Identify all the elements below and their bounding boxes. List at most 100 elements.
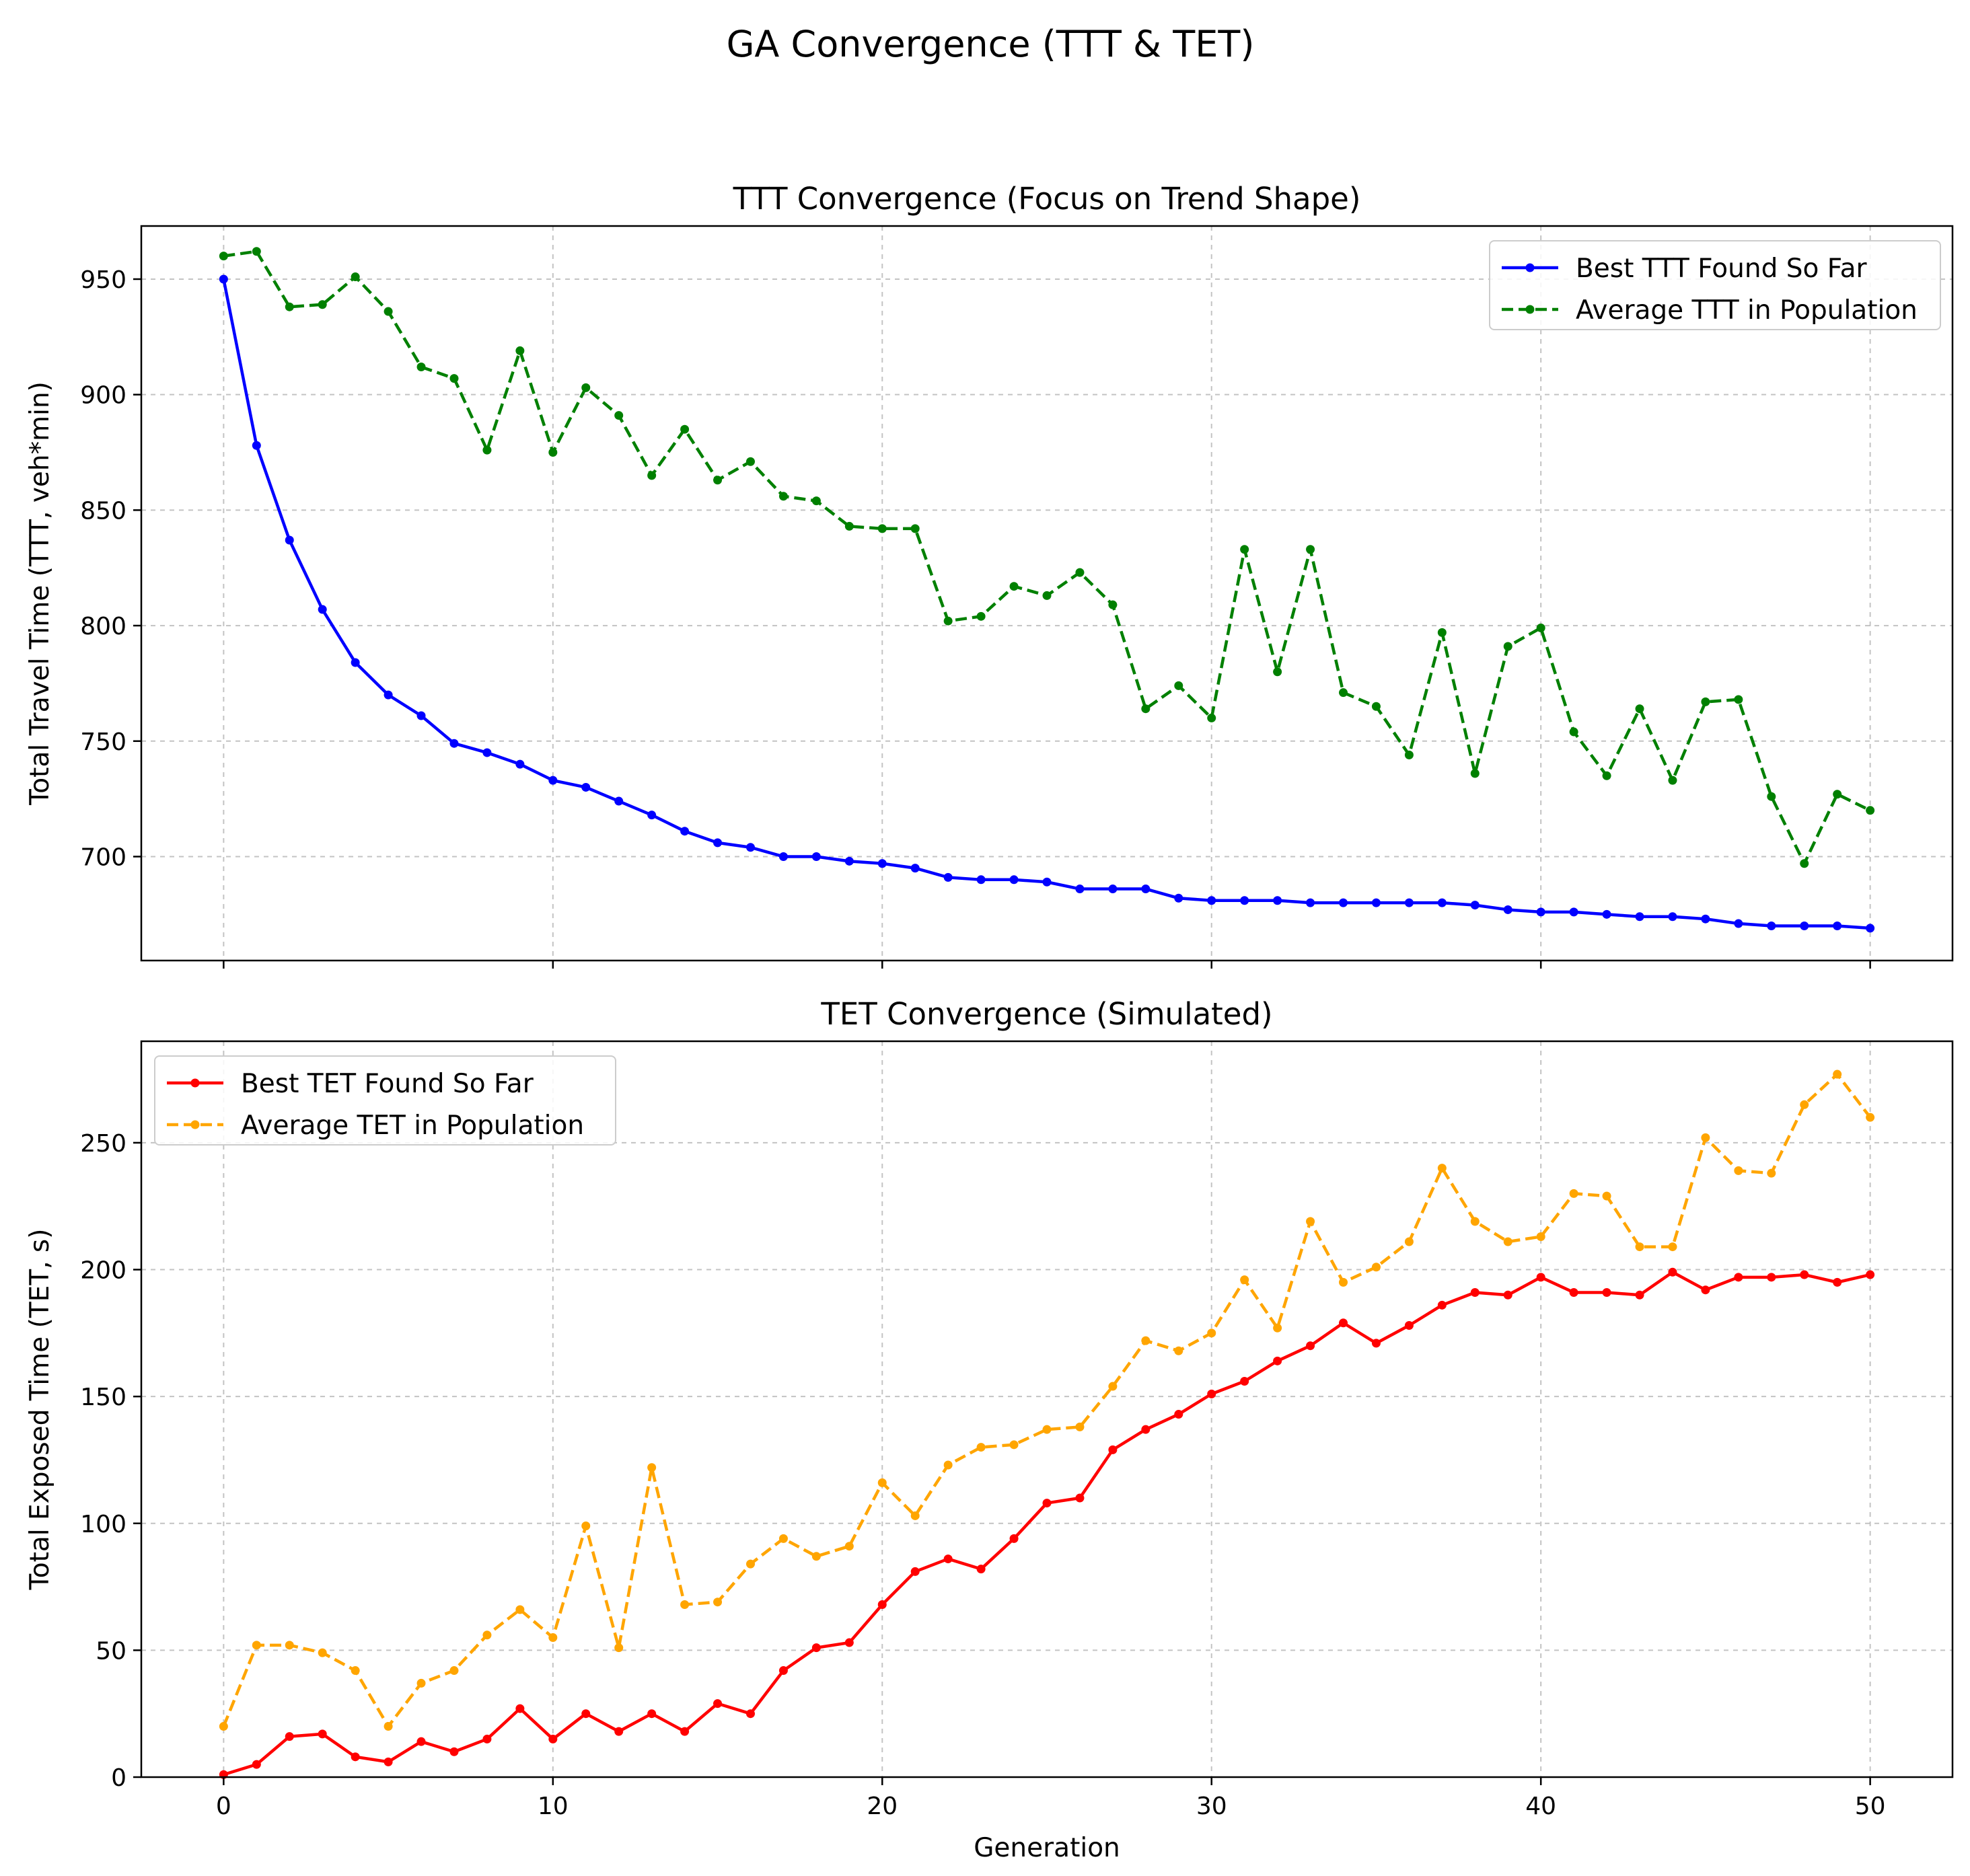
y-tick-label: 950 [80, 266, 126, 294]
data-point [449, 1747, 459, 1756]
data-point [1207, 1328, 1216, 1338]
data-point [1273, 1356, 1282, 1365]
data-point [482, 748, 492, 757]
data-point [1371, 898, 1381, 907]
data-point [1339, 898, 1348, 907]
data-point [1437, 1164, 1447, 1173]
data-point [548, 448, 558, 457]
data-point [515, 1704, 525, 1713]
data-point [548, 1633, 558, 1643]
data-point [1108, 1382, 1118, 1391]
data-point [1701, 914, 1710, 924]
data-point [1306, 1217, 1315, 1226]
data-point [482, 445, 492, 455]
data-point [1569, 1287, 1578, 1297]
data-point [1437, 628, 1447, 637]
data-point [811, 852, 821, 861]
data-point [1437, 898, 1447, 907]
legend-label: Average TTT in Population [1576, 295, 1918, 326]
data-point [1470, 769, 1480, 778]
data-point [318, 1648, 327, 1657]
data-point [910, 524, 920, 533]
data-point [1602, 1287, 1611, 1297]
data-point [252, 247, 261, 256]
y-tick-label: 200 [80, 1257, 126, 1285]
data-point [1569, 727, 1578, 737]
data-point [1503, 1290, 1512, 1300]
ttt-convergence-panel: 700 750 800 850 900 950 TTT Convergence (Focus… [25, 181, 1954, 969]
data-point [1569, 1189, 1578, 1198]
data-point [713, 1598, 723, 1607]
x-tick-label: 20 [867, 1793, 898, 1820]
data-point [1240, 545, 1249, 554]
data-point [1800, 921, 1809, 930]
data-point [351, 272, 360, 282]
data-point [515, 346, 525, 355]
y-axis-label: Total Exposed Time (TET, s) [25, 1229, 55, 1591]
data-point [1734, 919, 1743, 928]
x-axis-label: Generation [974, 1833, 1120, 1863]
data-point [778, 1534, 788, 1543]
data-point [713, 838, 723, 848]
data-point [844, 1638, 854, 1647]
data-point [219, 252, 228, 261]
data-point [745, 1709, 755, 1719]
data-point [515, 759, 525, 769]
data-point [1075, 885, 1085, 894]
data-point [416, 362, 426, 371]
legend-box [1489, 240, 1941, 330]
data-point [252, 441, 261, 450]
y-tick-label: 250 [80, 1130, 126, 1158]
data-point [1800, 1100, 1809, 1109]
data-point [1470, 1217, 1480, 1226]
data-point [1833, 1277, 1842, 1287]
data-point [384, 1722, 393, 1731]
data-point [976, 1443, 986, 1452]
data-point [1042, 591, 1052, 600]
y-tick-label: 800 [80, 613, 126, 640]
data-point [482, 1734, 492, 1743]
data-point [745, 1559, 755, 1569]
data-point [449, 1666, 459, 1676]
axes-frame [140, 1040, 1954, 1778]
legend-marker [190, 1078, 200, 1088]
data-point [745, 457, 755, 466]
data-point [219, 1722, 228, 1731]
data-point [1108, 1445, 1118, 1454]
data-point [285, 1732, 294, 1741]
series-line-average [223, 250, 1871, 866]
data-point [1668, 912, 1677, 922]
data-point [1602, 1191, 1611, 1201]
data-point [1371, 702, 1381, 711]
x-tick-label: 0 [216, 1793, 231, 1820]
data-point [219, 274, 228, 284]
data-point [1009, 582, 1019, 591]
legend-label: Best TTT Found So Far [1576, 254, 1868, 284]
data-point [1339, 1277, 1348, 1287]
data-point [1503, 905, 1512, 914]
data-point [1668, 776, 1677, 785]
data-point [877, 524, 887, 533]
data-point [318, 1729, 327, 1739]
data-point [252, 1641, 261, 1650]
data-point [1306, 898, 1315, 907]
data-point [680, 1600, 690, 1609]
data-point [1141, 704, 1151, 714]
data-point [1240, 1377, 1249, 1386]
data-point [844, 1542, 854, 1551]
data-point [877, 859, 887, 868]
data-point [482, 1630, 492, 1640]
data-point [1009, 875, 1019, 885]
axes-title: TTT Convergence (Focus on Trend Shape) [733, 181, 1361, 217]
legend-marker [190, 1120, 200, 1129]
data-point [285, 535, 294, 545]
data-point [252, 1760, 261, 1769]
data-point [1833, 1070, 1842, 1079]
x-tick-label: 30 [1196, 1793, 1227, 1820]
data-point [1009, 1440, 1019, 1450]
y-tick-label: 50 [96, 1637, 126, 1665]
legend-marker [1525, 305, 1535, 314]
data-point [1602, 909, 1611, 919]
data-point [1668, 1267, 1677, 1277]
x-tick-label: 10 [538, 1793, 569, 1820]
